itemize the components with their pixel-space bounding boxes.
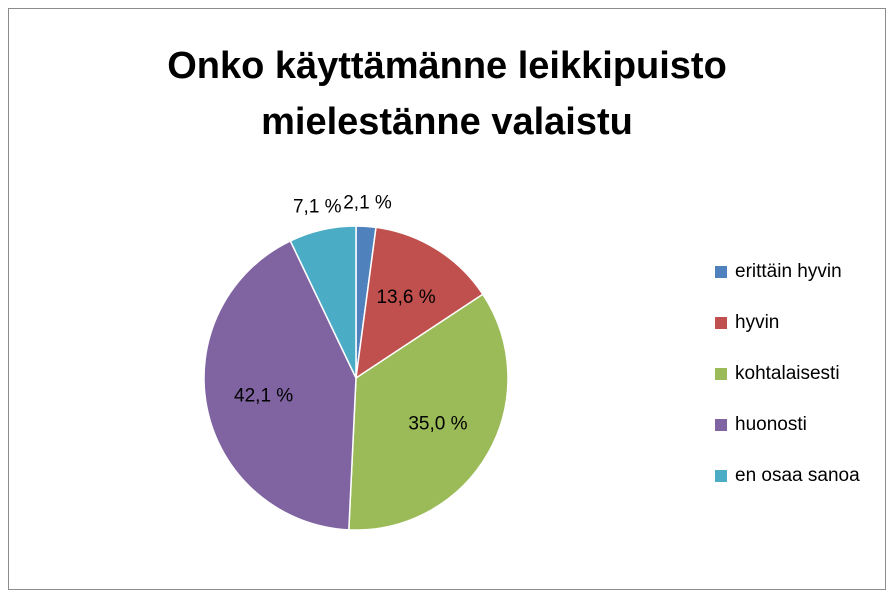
chart-title: Onko käyttämänne leikkipuisto mielestänn… (167, 45, 727, 143)
data-label: 35,0 % (408, 414, 467, 435)
data-label: 2,1 % (343, 193, 392, 214)
chart-frame (8, 8, 886, 590)
legend-swatch (715, 419, 727, 431)
pie-slice (355, 226, 484, 380)
pie-slice (203, 239, 357, 531)
legend-label: huonosti (735, 414, 807, 435)
data-label: 13,6 % (376, 287, 435, 308)
legend-swatch (715, 317, 727, 329)
pie-slice (348, 293, 509, 531)
pie-slice (289, 225, 357, 379)
data-label: 7,1 % (293, 197, 342, 218)
legend-label: kohtalaisesti (735, 363, 840, 384)
legend-label: en osaa sanoa (735, 465, 860, 486)
legend-label: erittäin hyvin (735, 261, 842, 282)
legend-swatch (715, 368, 727, 380)
legend-swatch (715, 266, 727, 278)
data-label: 42,1 % (234, 386, 293, 407)
legend-swatch (715, 470, 727, 482)
legend-label: hyvin (735, 312, 779, 333)
